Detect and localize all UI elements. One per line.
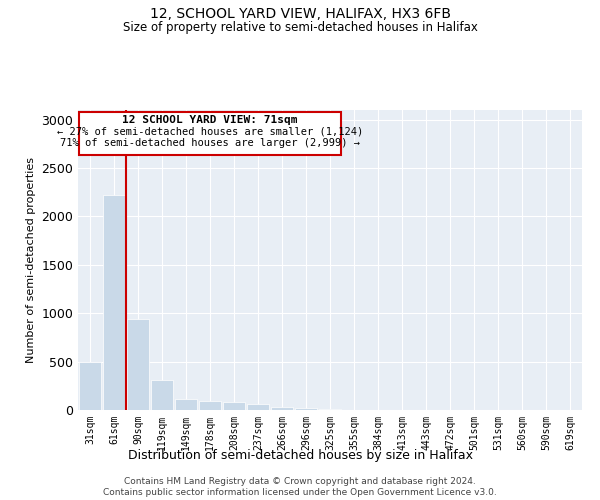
Bar [103, 195, 125, 410]
Bar [199, 402, 221, 410]
Bar [223, 402, 245, 410]
Bar [175, 400, 197, 410]
Bar [271, 407, 293, 410]
Bar [247, 404, 269, 410]
Bar [79, 362, 101, 410]
Bar [319, 409, 341, 410]
Y-axis label: Number of semi-detached properties: Number of semi-detached properties [26, 157, 36, 363]
Text: Distribution of semi-detached houses by size in Halifax: Distribution of semi-detached houses by … [128, 448, 473, 462]
Text: Contains HM Land Registry data © Crown copyright and database right 2024.: Contains HM Land Registry data © Crown c… [124, 476, 476, 486]
Text: 71% of semi-detached houses are larger (2,999) →: 71% of semi-detached houses are larger (… [60, 138, 360, 148]
Bar [151, 380, 173, 410]
Text: Contains public sector information licensed under the Open Government Licence v3: Contains public sector information licen… [103, 488, 497, 497]
Text: Size of property relative to semi-detached houses in Halifax: Size of property relative to semi-detach… [122, 21, 478, 34]
Text: ← 27% of semi-detached houses are smaller (1,124): ← 27% of semi-detached houses are smalle… [57, 127, 363, 137]
Text: 12 SCHOOL YARD VIEW: 71sqm: 12 SCHOOL YARD VIEW: 71sqm [122, 115, 298, 125]
Text: 12, SCHOOL YARD VIEW, HALIFAX, HX3 6FB: 12, SCHOOL YARD VIEW, HALIFAX, HX3 6FB [149, 8, 451, 22]
Bar [295, 408, 317, 410]
Bar [127, 319, 149, 410]
FancyBboxPatch shape [79, 112, 341, 156]
